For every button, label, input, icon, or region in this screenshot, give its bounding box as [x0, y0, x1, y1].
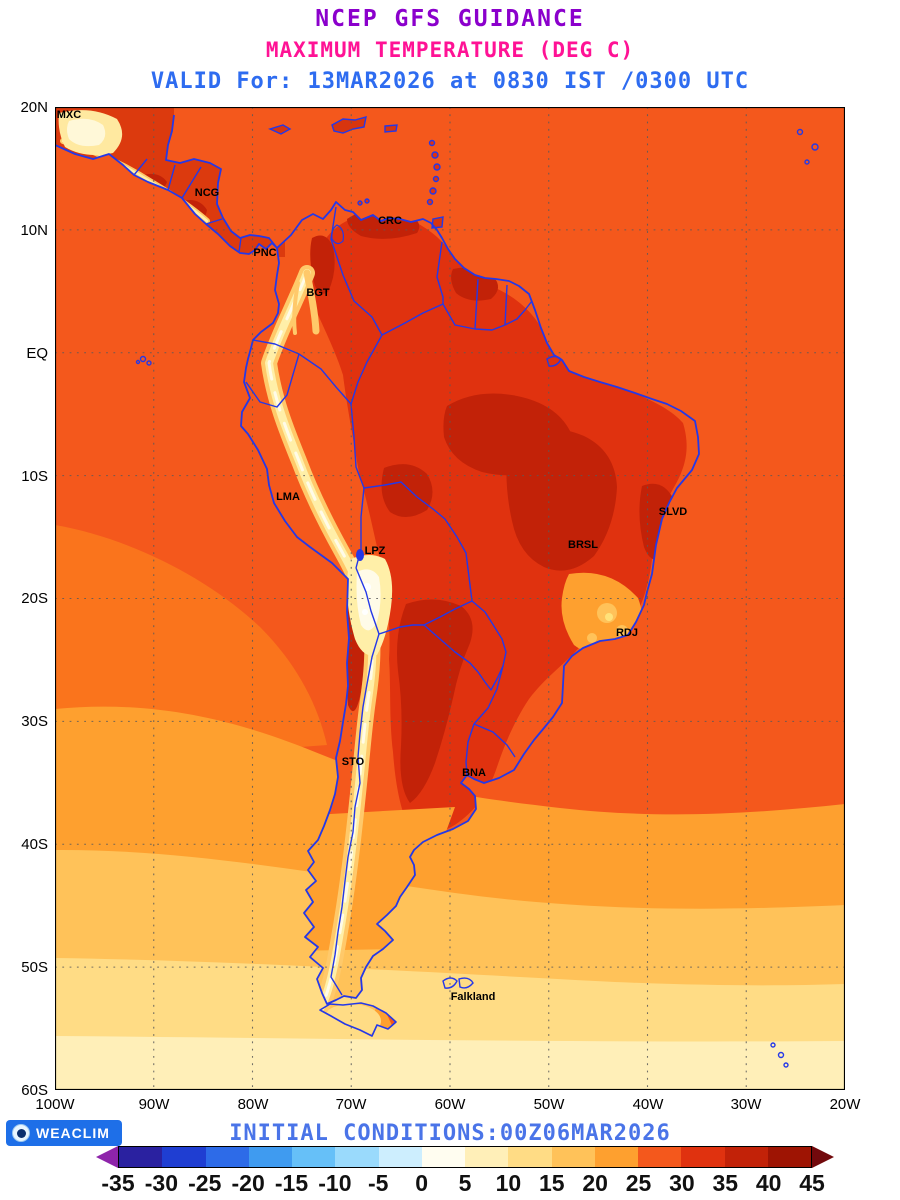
colorbar-segment — [681, 1147, 725, 1167]
lon-axis-label-30w: 30W — [730, 1096, 762, 1113]
colorbar-segment — [767, 1147, 811, 1167]
colorbar-tick-label: -5 — [368, 1170, 389, 1196]
lon-axis-label-60w: 60W — [434, 1096, 466, 1113]
colorbar-segment — [335, 1147, 379, 1167]
lon-axis-label-70w: 70W — [335, 1096, 367, 1113]
lakes — [331, 224, 364, 561]
colorbar-segment — [292, 1147, 336, 1167]
colorbar-segment — [119, 1147, 163, 1167]
weaclim-logo-icon — [12, 1124, 30, 1142]
colorbar-tick-labels: -35 -30 -25 -20 -15 -10 -5 0 5 10 15 20 25 30 35 40 45 — [101, 1170, 824, 1198]
colorbar-tick-label: 30 — [669, 1170, 695, 1196]
mexico-highland — [58, 110, 123, 155]
lat-axis-label-20s: 20S — [21, 590, 48, 607]
colorbar-tick-label: 25 — [625, 1170, 652, 1196]
colorbar-tick-label: -25 — [188, 1170, 222, 1196]
lon-axis-label-50w: 50W — [533, 1096, 565, 1113]
colorbar-tick-label: 45 — [799, 1170, 825, 1196]
colorbar-segment — [378, 1147, 422, 1167]
colorbar-tick-label: 35 — [712, 1170, 739, 1196]
country-borders — [133, 158, 533, 996]
colorbar-segments — [118, 1146, 812, 1168]
colorbar-segment — [421, 1147, 465, 1167]
weaclim-logo-text: WEACLIM — [36, 1125, 110, 1141]
lon-axis-label-40w: 40W — [632, 1096, 664, 1113]
lat-axis-label-10s: 10S — [21, 468, 48, 485]
colorbar-segment — [508, 1147, 552, 1167]
temperature-map — [55, 107, 845, 1090]
temperature-colorbar — [96, 1146, 834, 1168]
colorbar-tick-label: -10 — [318, 1170, 352, 1196]
map-area: MXC NCG CRC PNC BGT LMA LPZ BRSL SLVD RD… — [55, 107, 845, 1090]
colorbar-segment — [638, 1147, 682, 1167]
colorbar-tick-label: -30 — [144, 1170, 178, 1196]
title-valid-time: VALID For: 13MAR2026 at 0830 IST /0300 U… — [150, 69, 750, 94]
lon-axis-label-90w: 90W — [138, 1096, 170, 1113]
colorbar-segment — [205, 1147, 249, 1167]
colorbar-tick-label: 40 — [755, 1170, 782, 1196]
graticule — [55, 107, 845, 1090]
lat-axis-label-30s: 30S — [21, 713, 48, 730]
colorbar-segment — [594, 1147, 638, 1167]
colorbar-underflow-arrow — [96, 1146, 118, 1168]
lat-axis-label-50s: 50S — [21, 959, 48, 976]
colorbar-tick-label: 20 — [582, 1170, 608, 1196]
coastlines — [55, 114, 700, 1037]
colorbar-tick-label: -15 — [274, 1170, 309, 1196]
title-model: NCEP GFS GUIDANCE — [315, 6, 585, 32]
colorbar-tick-label: -35 — [101, 1170, 135, 1196]
lat-axis-label-40s: 40S — [21, 836, 48, 853]
initial-conditions-text: INITIAL CONDITIONS:00Z06MAR2026 — [229, 1121, 671, 1146]
se-brazil-cool-patch — [561, 572, 642, 655]
colorbar-segment — [551, 1147, 595, 1167]
lat-axis-label-eq: EQ — [26, 345, 48, 362]
colorbar-segment — [465, 1147, 509, 1167]
title-parameter: MAXIMUM TEMPERATURE (DEG C) — [265, 38, 635, 62]
map-frame — [55, 107, 845, 1090]
lon-axis-label-100w: 100W — [35, 1096, 75, 1113]
lat-axis-label-60s: 60S — [21, 1082, 48, 1099]
lon-axis-label-80w: 80W — [237, 1096, 269, 1113]
colorbar-tick-label: 15 — [538, 1170, 565, 1196]
colorbar-tick-label: 0 — [415, 1170, 429, 1196]
colorbar-segment — [248, 1147, 292, 1167]
colorbar-segment — [724, 1147, 768, 1167]
colorbar-tick-label: 10 — [495, 1170, 522, 1196]
colorbar-segment — [162, 1147, 206, 1167]
lat-axis-label-10n: 10N — [20, 222, 48, 239]
colorbar-tick-label: 5 — [458, 1170, 472, 1196]
weaclim-logo-badge: WEACLIM — [6, 1120, 122, 1146]
lat-axis-label-20n: 20N — [20, 99, 48, 116]
colorbar-overflow-arrow — [812, 1146, 834, 1168]
lon-axis-label-20w: 20W — [829, 1096, 861, 1113]
colorbar-tick-label: -20 — [231, 1170, 265, 1196]
